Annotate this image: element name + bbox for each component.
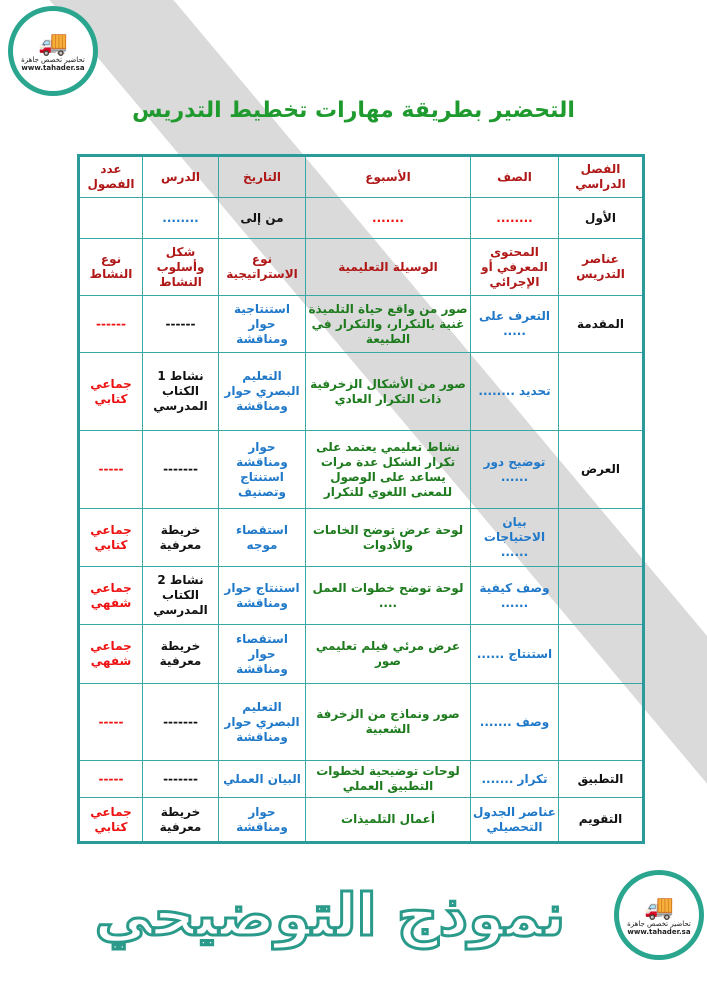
table-cell: نشاط تعليمي يعتمد على تكرار الشكل عدة مر… [305, 430, 471, 509]
table-cell: من إلى [218, 197, 306, 239]
table-cell: جماعي كتابي [78, 797, 143, 843]
table-cell: ....... [305, 197, 471, 239]
table-cell: استنتاجية حوار ومناقشة [218, 295, 306, 353]
table-cell: الصف [470, 155, 559, 198]
table-cell: ------ [78, 295, 143, 353]
table-cell: جماعي كتابي [78, 352, 143, 431]
table-cell [558, 508, 644, 567]
table-cell: صور ونماذج من الزخرفة الشعبية [305, 683, 471, 761]
table-cell: التقويم [558, 797, 644, 843]
table-cell: خريطة معرفية [142, 624, 219, 684]
logo-bottom: 🚚 تحاضير تخصص جاهزة www.tahader.sa [614, 870, 704, 960]
table-cell: التعليم البصري حوار ومناقشة [218, 352, 306, 431]
table-cell: تحديد ........ [470, 352, 559, 431]
table-cell: ------- [142, 760, 219, 798]
table-cell: استنتاج حوار ومناقشة [218, 566, 306, 625]
table-cell: استنتاج ...... [470, 624, 559, 684]
table-row: تحديد ........ صور من الأشكال الزخرفية ذا… [78, 352, 644, 431]
table-cell: ........ [142, 197, 219, 239]
logo-url: www.tahader.sa [21, 64, 85, 72]
table-cell: خريطة معرفية [142, 508, 219, 567]
table-row: وصف ....... صور ونماذج من الزخرفة الشعبية… [78, 683, 644, 761]
table-cell: أعمال التلميذات [305, 797, 471, 843]
table-cell [558, 566, 644, 625]
table-cell: بيان الاحتياجات ...... [470, 508, 559, 567]
table-cell: نوع النشاط [78, 238, 143, 296]
table-cell: نشاط 2 الكتاب المدرسي [142, 566, 219, 625]
table-cell: تكرار ....... [470, 760, 559, 798]
table-row: استنتاج ...... عرض مرئي فيلم تعليمي صور اس… [78, 624, 644, 684]
table-row: الفصل الدراسي الصف الأسبوع التاريخ الدرس عدد … [78, 155, 644, 198]
table-cell: عدد الفصول [78, 155, 143, 198]
logo-url: www.tahader.sa [627, 928, 691, 936]
table-row: وصف كيفية ...... لوحة توضح خطوات العمل ..… [78, 566, 644, 625]
table-cell: لوحات توضيحية لخطوات التطبيق العملي [305, 760, 471, 798]
table-cell: توضيح دور ...... [470, 430, 559, 509]
table-cell: نوع الاستراتيجية [218, 238, 306, 296]
table-cell: ----- [78, 760, 143, 798]
logo-top: 🚚 تحاضير تخصص جاهزة www.tahader.sa [8, 6, 98, 96]
table-cell: صور من واقع حياة التلميذة غنية بالتكرار،… [305, 295, 471, 353]
table-row: الأول............... من إلى........ [78, 197, 644, 239]
truck-icon: 🚚 [38, 29, 68, 57]
table-cell: ------- [142, 430, 219, 509]
table-cell: حوار ومناقشة [218, 797, 306, 843]
table-cell: ----- [78, 430, 143, 509]
lesson-plan-table: الفصل الدراسي الصف الأسبوع التاريخ الدرس عدد … [77, 154, 645, 844]
table-row: عناصر التدريس المحتوى المعرفي أو الإجرائي… [78, 238, 644, 296]
table-row: التقويم عناصر الجدول التحصيلي أعمال التلمي… [78, 797, 644, 843]
table-cell: التعليم البصري حوار ومناقشة [218, 683, 306, 761]
table-cell: الدرس [142, 155, 219, 198]
table-cell: المقدمة [558, 295, 644, 353]
table-cell: خريطة معرفية [142, 797, 219, 843]
table-cell: استقصاء موجه [218, 508, 306, 567]
truck-icon: 🚚 [644, 893, 674, 921]
table-cell: عناصر الجدول التحصيلي [470, 797, 559, 843]
table-row: العرض توضيح دور ...... نشاط تعليمي يعتمد ع… [78, 430, 644, 509]
table-cell: عناصر التدريس [558, 238, 644, 296]
table-cell: التطبيق [558, 760, 644, 798]
table-cell: حوار ومناقشة استنتاج وتصنيف [218, 430, 306, 509]
table-cell: البيان العملي [218, 760, 306, 798]
table-cell: المحتوى المعرفي أو الإجرائي [470, 238, 559, 296]
table-cell: الأسبوع [305, 155, 471, 198]
table-cell: عرض مرئي فيلم تعليمي صور [305, 624, 471, 684]
table-cell: شكل وأسلوب النشاط [142, 238, 219, 296]
table-cell: العرض [558, 430, 644, 509]
table-cell: استقصاء حوار ومناقشة [218, 624, 306, 684]
table-cell: ------ [142, 295, 219, 353]
table-cell: ----- [78, 683, 143, 761]
logo-name: تحاضير تخصص جاهزة [627, 920, 691, 928]
page-title: التحضير بطريقة مهارات تخطيط التدريس [132, 98, 575, 123]
table-cell: التعرف على ..... [470, 295, 559, 353]
table-row: المقدمة التعرف على ..... صور من واقع حياة … [78, 295, 644, 353]
watermark-text: نموذج التوضيحي [93, 880, 567, 951]
table-cell: ------- [142, 683, 219, 761]
table-cell: وصف كيفية ...... [470, 566, 559, 625]
table-cell: ........ [470, 197, 559, 239]
table-row: بيان الاحتياجات ...... لوحة عرض توضح الخا… [78, 508, 644, 567]
table-row: التطبيق تكرار ....... لوحات توضيحية لخطوات… [78, 760, 644, 798]
table-cell [558, 352, 644, 431]
logo-name: تحاضير تخصص جاهزة [21, 56, 85, 64]
table-cell: الفصل الدراسي [558, 155, 644, 198]
table-cell [558, 683, 644, 761]
table-cell: جماعي كتابي [78, 508, 143, 567]
table-cell: لوحة عرض توضح الخامات والأدوات [305, 508, 471, 567]
table-cell: صور من الأشكال الزخرفية ذات التكرار العا… [305, 352, 471, 431]
table-cell: جماعي شفهي [78, 566, 143, 625]
table-cell: الوسيلة التعليمية [305, 238, 471, 296]
table-cell: وصف ....... [470, 683, 559, 761]
table-cell: لوحة توضح خطوات العمل .... [305, 566, 471, 625]
table-cell: التاريخ [218, 155, 306, 198]
table-cell: الأول [558, 197, 644, 239]
table-cell [78, 197, 143, 239]
table-cell [558, 624, 644, 684]
table-cell: جماعي شفهي [78, 624, 143, 684]
table-cell: نشاط 1 الكتاب المدرسي [142, 352, 219, 431]
